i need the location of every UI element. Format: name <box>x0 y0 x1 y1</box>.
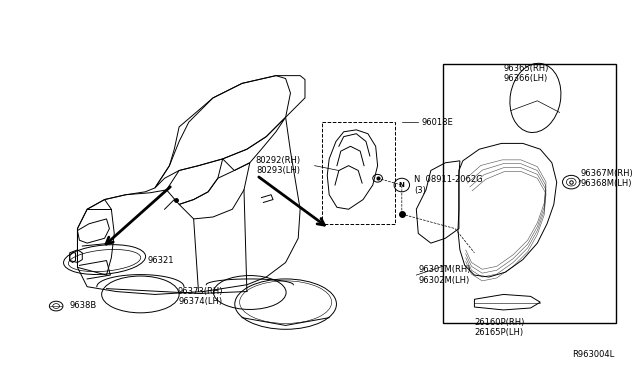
Text: 80292(RH)
80293(LH): 80292(RH) 80293(LH) <box>255 156 300 175</box>
Bar <box>323 122 395 224</box>
Text: R963004L: R963004L <box>573 350 615 359</box>
Text: 9638B: 9638B <box>70 301 97 310</box>
Text: 96321: 96321 <box>147 256 173 265</box>
Text: N  08911-2062G
(3): N 08911-2062G (3) <box>414 175 483 195</box>
Text: N: N <box>399 182 404 188</box>
Text: 96301M(RH)
96302M(LH): 96301M(RH) 96302M(LH) <box>419 265 471 285</box>
Text: 26160P(RH)
26165P(LH): 26160P(RH) 26165P(LH) <box>474 318 525 337</box>
Text: 96373(RH)
96374(LH): 96373(RH) 96374(LH) <box>177 287 223 306</box>
Text: 96367M(RH)
96368M(LH): 96367M(RH) 96368M(LH) <box>581 169 634 188</box>
Text: 96018E: 96018E <box>421 118 453 126</box>
Text: 96365(RH)
96366(LH): 96365(RH) 96366(LH) <box>504 64 549 83</box>
Bar <box>444 64 616 324</box>
